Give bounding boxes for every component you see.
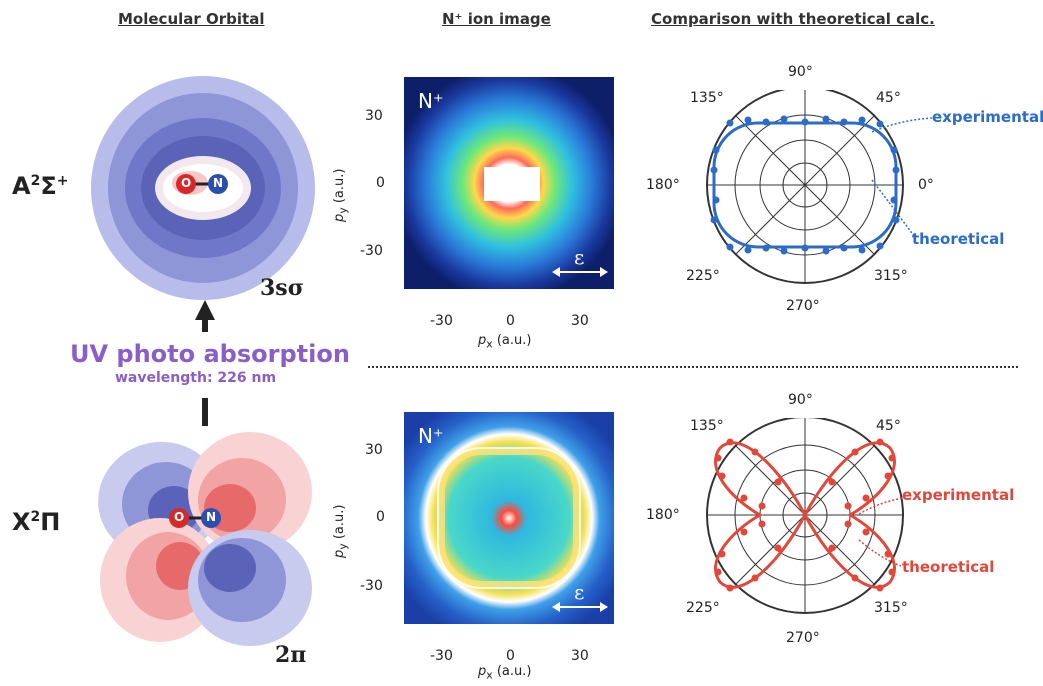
- state-A-sup2: +: [56, 173, 69, 189]
- polarization-label-lower: ε: [574, 580, 585, 604]
- upper-xlabel-unit: (a.u.): [496, 333, 532, 348]
- polarization-label-upper: ε: [574, 245, 585, 269]
- orbital-label-3s-sigma: 3sσ: [260, 275, 304, 301]
- lower-ylabel-var: p: [332, 549, 347, 558]
- lower-xtick-1: 0: [506, 648, 515, 664]
- ion-image-lower: N⁺ ε: [404, 412, 614, 624]
- molecule-upper: O N: [175, 173, 229, 195]
- upper-ytick-2: -30: [360, 243, 383, 259]
- header-ion-image: N⁺ ion image: [442, 10, 551, 28]
- legend-theoretical-upper: theoretical: [912, 230, 1005, 248]
- lower-ylabel-unit: (a.u.): [332, 504, 347, 540]
- polarization-arrow-lower-icon: [552, 602, 608, 612]
- upper-angle-0: 0°: [918, 177, 934, 193]
- ion-label-lower: N⁺: [418, 424, 444, 448]
- uv-wavelength: wavelength: 226 nm: [115, 370, 277, 386]
- state-X-sup1: 2: [30, 509, 41, 525]
- atom-nitrogen-label-lower: N: [206, 510, 217, 524]
- upper-angle-45: 45°: [876, 90, 901, 106]
- upper-xtick-2: 30: [571, 313, 589, 329]
- upper-xtick-1: 0: [506, 313, 515, 329]
- state-A-sigma: Σ: [40, 172, 57, 200]
- lower-angle-270: 270°: [786, 630, 820, 646]
- upper-xlabel: px (a.u.): [478, 333, 531, 351]
- state-label-A: A2Σ+: [12, 172, 68, 200]
- atom-nitrogen-label: N: [213, 176, 224, 190]
- lower-xtick-0: -30: [430, 648, 453, 664]
- lower-angle-180: 180°: [646, 507, 680, 523]
- lower-ylabel-sub: y: [336, 543, 350, 550]
- lower-xlabel-unit: (a.u.): [496, 664, 532, 679]
- lower-xtick-2: 30: [571, 648, 589, 664]
- lower-angle-90: 90°: [788, 392, 813, 408]
- upper-angle-315: 315°: [874, 268, 908, 284]
- lower-xlabel-var: p: [478, 664, 487, 679]
- row-separator: [368, 366, 1018, 368]
- upper-angle-270: 270°: [786, 298, 820, 314]
- upper-angle-180: 180°: [646, 177, 680, 193]
- state-label-X: X2Π: [12, 508, 60, 536]
- lower-ytick-1: 0: [376, 509, 385, 525]
- lower-ytick-0: 30: [365, 442, 383, 458]
- uv-absorption-title: UV photo absorption: [70, 340, 350, 368]
- polar-plot-lower: [706, 418, 904, 614]
- upper-ytick-1: 0: [376, 175, 385, 191]
- lower-ytick-2: -30: [360, 578, 383, 594]
- transition-arrow-icon: [195, 300, 215, 426]
- theory-curve-lower: [714, 441, 896, 589]
- upper-xtick-0: -30: [430, 313, 453, 329]
- legend-experimental-lower: experimental: [902, 486, 1015, 504]
- state-A-sup1: 2: [30, 173, 41, 189]
- header-comparison: Comparison with theoretical calc.: [651, 10, 935, 28]
- upper-xlabel-var: p: [478, 333, 487, 348]
- state-X-pi: Π: [40, 508, 61, 536]
- upper-angle-135: 135°: [690, 90, 724, 106]
- lower-xlabel-sub: x: [486, 668, 493, 682]
- experimental-points-upper: [710, 115, 900, 255]
- upper-angle-225: 225°: [686, 268, 720, 284]
- header-molecular-orbital: Molecular Orbital: [118, 10, 265, 28]
- experimental-points-lower: [714, 438, 896, 592]
- lower-angle-225: 225°: [686, 600, 720, 616]
- lower-angle-135: 135°: [690, 418, 724, 434]
- legend-leaders-upper: [871, 117, 933, 237]
- upper-angle-90: 90°: [788, 64, 813, 80]
- upper-ylabel-var: p: [332, 213, 347, 222]
- ion-image-upper: N⁺ ε: [404, 77, 614, 289]
- polar-plot-upper: [706, 90, 904, 284]
- ion-label-upper: N⁺: [418, 89, 444, 113]
- state-A-main: A: [12, 172, 31, 200]
- legend-theoretical-lower: theoretical: [902, 558, 995, 576]
- lower-ylabel: py (a.u.): [332, 505, 350, 558]
- molecule-lower: O N: [168, 507, 222, 529]
- upper-ylabel-sub: y: [336, 207, 350, 214]
- atom-oxygen-label-lower: O: [174, 510, 185, 524]
- atom-oxygen-label: O: [181, 176, 192, 190]
- state-X-main: X: [12, 508, 31, 536]
- upper-ylabel: py (a.u.): [332, 169, 350, 222]
- orbital-label-2pi: 2π: [275, 642, 307, 668]
- orbital-2pi-diagram: [98, 432, 312, 646]
- upper-xlabel-sub: x: [486, 337, 493, 351]
- polarization-arrow-upper-icon: [552, 267, 608, 277]
- lower-angle-45: 45°: [876, 418, 901, 434]
- lower-angle-315: 315°: [874, 600, 908, 616]
- legend-experimental-upper: experimental: [932, 108, 1043, 126]
- upper-ylabel-unit: (a.u.): [332, 168, 347, 204]
- lower-xlabel: px (a.u.): [478, 664, 531, 682]
- legend-leaders-lower: [858, 497, 904, 567]
- upper-ytick-0: 30: [365, 108, 383, 124]
